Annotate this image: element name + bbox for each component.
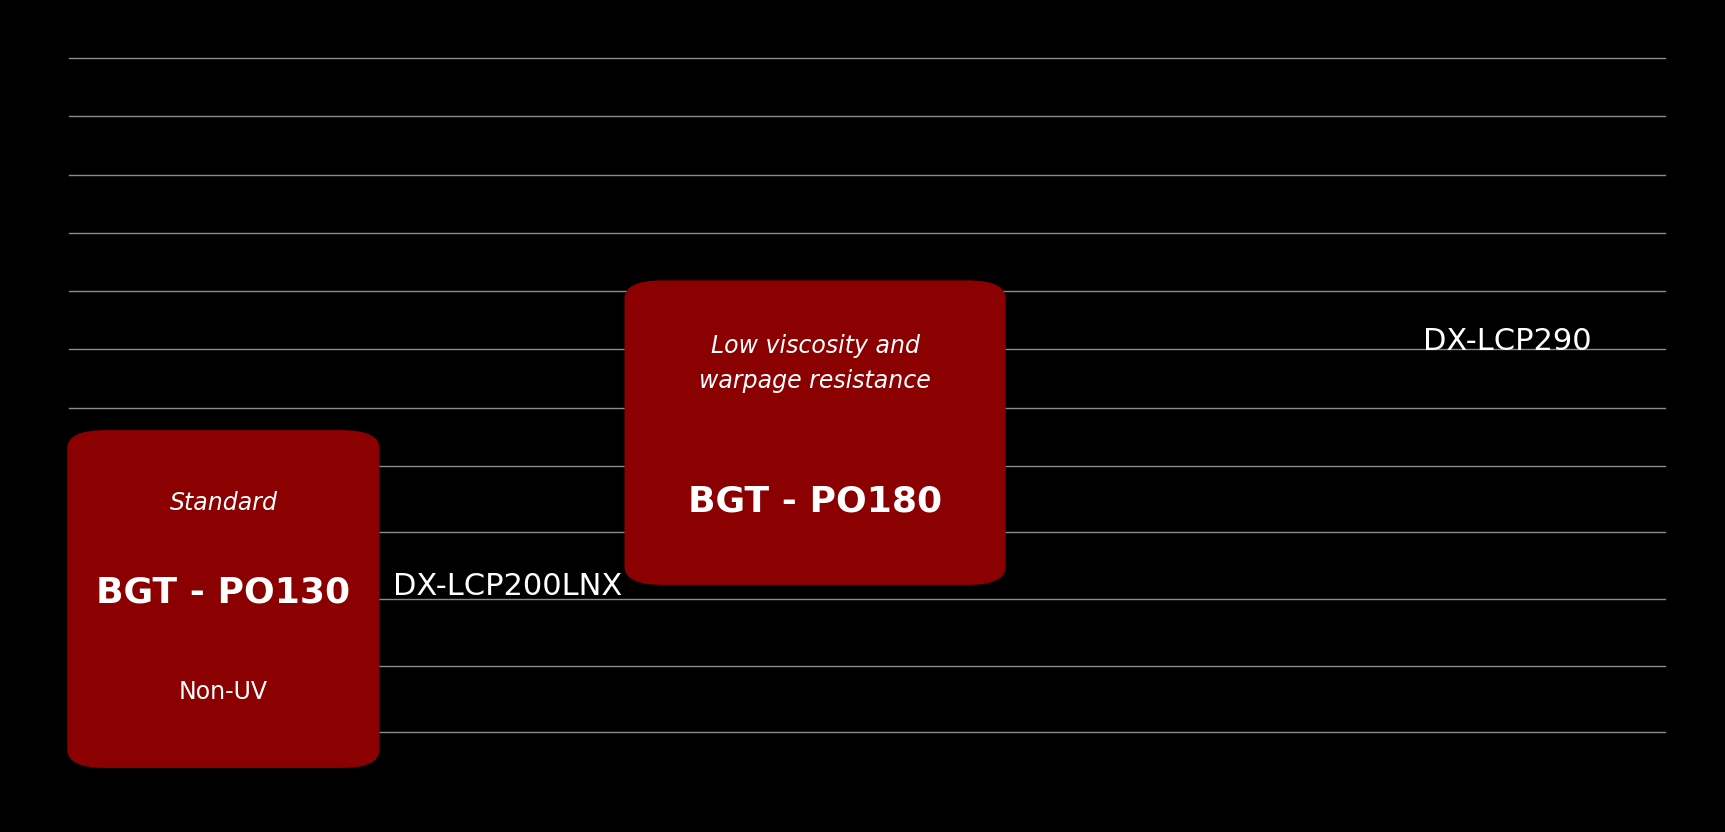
FancyBboxPatch shape	[624, 280, 1006, 585]
Text: DX-LCP290: DX-LCP290	[1423, 327, 1592, 355]
FancyBboxPatch shape	[67, 430, 380, 768]
Text: Standard: Standard	[169, 491, 278, 514]
Text: BGT - PO180: BGT - PO180	[688, 484, 942, 518]
Text: Non-UV: Non-UV	[179, 681, 267, 704]
Text: DX-LCP200LNX: DX-LCP200LNX	[393, 572, 623, 601]
Text: BGT - PO130: BGT - PO130	[97, 576, 350, 609]
Text: Low viscosity and
warpage resistance: Low viscosity and warpage resistance	[699, 334, 932, 394]
